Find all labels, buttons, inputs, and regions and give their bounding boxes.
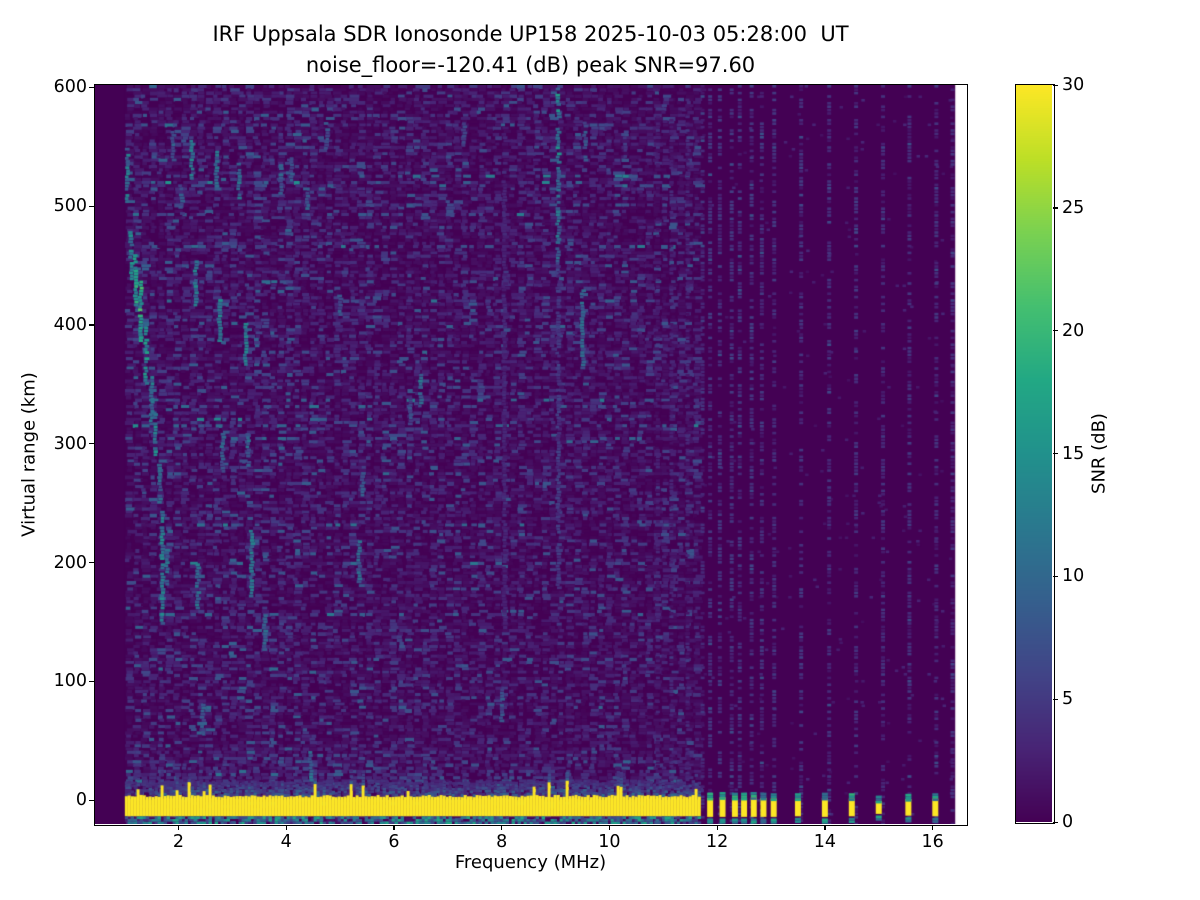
ytick-label: 400 [53,314,87,335]
ytick-label: 200 [53,552,87,573]
tick-mark [1053,207,1058,209]
x-axis-label: Frequency (MHz) [454,852,607,873]
ctick-label: 0 [1062,812,1074,832]
tick-mark [716,825,718,830]
ytick-label: 600 [53,77,87,98]
ytick-label: 500 [53,196,87,217]
plot-frame [94,84,968,826]
ctick-label: 10 [1062,566,1085,587]
tick-mark [1053,453,1058,455]
chart-title: IRF Uppsala SDR Ionosonde UP158 2025-10-… [212,22,849,46]
tick-mark [608,825,611,830]
tick-mark [285,825,287,830]
tick-mark [501,825,503,830]
xtick-label: 2 [172,832,185,852]
xtick-label: 16 [921,832,944,852]
tick-mark [89,205,94,207]
xtick-label: 6 [388,832,400,852]
tick-mark [177,825,180,830]
tick-mark [932,825,934,830]
xtick-label: 10 [598,832,621,852]
colorbar-canvas [1016,85,1052,822]
tick-mark [1053,84,1058,86]
xtick-label: 12 [706,832,729,852]
ytick-label: 300 [53,433,87,454]
ctick-label: 30 [1062,75,1085,95]
tick-mark [89,680,94,683]
tick-mark [1053,575,1058,578]
tick-mark [89,86,94,89]
xtick-label: 14 [813,832,836,852]
tick-mark [824,825,826,830]
ctick-label: 5 [1062,689,1074,710]
tick-mark [89,799,94,801]
ctick-label: 25 [1062,197,1085,218]
ionogram-heatmap-canvas [95,85,966,824]
xtick-label: 8 [496,832,508,852]
tick-mark [1053,698,1058,700]
y-axis-label: Virtual range (km) [18,372,40,537]
tick-mark [89,443,94,445]
ctick-label: 15 [1062,443,1085,464]
ytick-label: 100 [53,671,87,692]
ytick-label: 0 [75,790,87,811]
tick-mark [1053,330,1058,332]
xtick-label: 4 [280,832,292,852]
tick-mark [393,825,395,830]
ctick-label: 20 [1062,320,1085,341]
chart-subtitle: noise_floor=-120.41 (dB) peak SNR=97.60 [305,53,756,77]
tick-mark [1053,821,1058,823]
tick-mark [89,562,94,564]
tick-mark [89,324,94,326]
